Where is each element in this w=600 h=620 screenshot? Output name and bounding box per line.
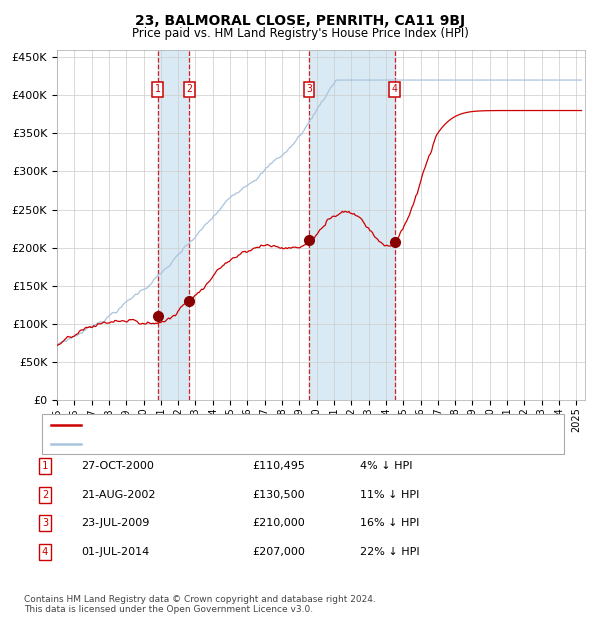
Text: 1: 1: [42, 461, 48, 471]
Text: 1: 1: [155, 84, 161, 94]
Text: 3: 3: [306, 84, 312, 94]
Bar: [309, 50, 395, 400]
Text: 2: 2: [42, 490, 48, 500]
Text: Contains HM Land Registry data © Crown copyright and database right 2024.: Contains HM Land Registry data © Crown c…: [24, 595, 376, 604]
Text: 27-OCT-2000: 27-OCT-2000: [81, 461, 154, 471]
Text: 01-JUL-2014: 01-JUL-2014: [81, 547, 149, 557]
Text: 23-JUL-2009: 23-JUL-2009: [81, 518, 149, 528]
Text: 11% ↓ HPI: 11% ↓ HPI: [360, 490, 419, 500]
Text: HPI: Average price, detached house, Westmorland and Furness: HPI: Average price, detached house, West…: [87, 439, 415, 449]
Text: 2: 2: [187, 84, 192, 94]
Text: 4: 4: [42, 547, 48, 557]
Text: 23, BALMORAL CLOSE, PENRITH, CA11 9BJ: 23, BALMORAL CLOSE, PENRITH, CA11 9BJ: [135, 14, 465, 28]
Text: 22% ↓ HPI: 22% ↓ HPI: [360, 547, 419, 557]
Text: 3: 3: [42, 518, 48, 528]
Bar: [158, 50, 189, 400]
Text: 4% ↓ HPI: 4% ↓ HPI: [360, 461, 413, 471]
Text: 4: 4: [392, 84, 398, 94]
Text: 16% ↓ HPI: 16% ↓ HPI: [360, 518, 419, 528]
Text: £130,500: £130,500: [252, 490, 305, 500]
Text: 21-AUG-2002: 21-AUG-2002: [81, 490, 155, 500]
Text: £210,000: £210,000: [252, 518, 305, 528]
Text: £207,000: £207,000: [252, 547, 305, 557]
Text: £110,495: £110,495: [252, 461, 305, 471]
Text: Price paid vs. HM Land Registry's House Price Index (HPI): Price paid vs. HM Land Registry's House …: [131, 27, 469, 40]
Text: 23, BALMORAL CLOSE, PENRITH, CA11 9BJ (detached house): 23, BALMORAL CLOSE, PENRITH, CA11 9BJ (d…: [87, 420, 401, 430]
Text: This data is licensed under the Open Government Licence v3.0.: This data is licensed under the Open Gov…: [24, 604, 313, 614]
